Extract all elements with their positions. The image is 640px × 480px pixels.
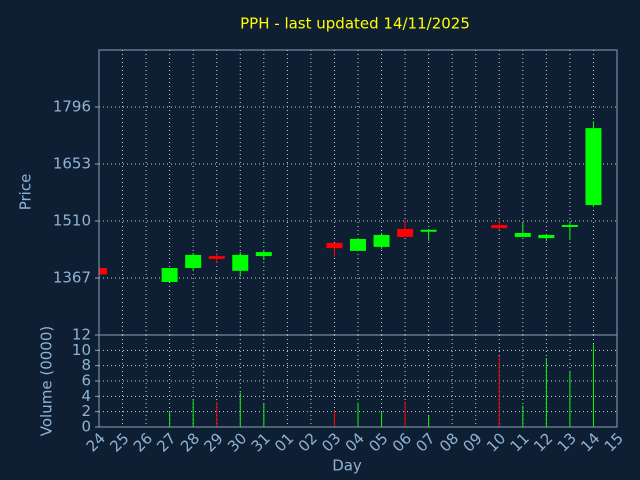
candle-body	[326, 242, 343, 249]
y-axis-label: Price	[17, 174, 35, 211]
x-tick-label: 26	[130, 429, 156, 455]
candle-body	[585, 128, 602, 206]
x-axis-label: Day	[332, 457, 362, 475]
y-tick-label: 2	[81, 402, 91, 420]
candle-body	[185, 254, 202, 269]
candle-body	[561, 224, 578, 227]
x-tick-label: 29	[201, 429, 227, 455]
chart-title: PPH - last updated 14/11/2025	[240, 15, 470, 33]
candle-body	[491, 224, 508, 229]
x-tick-label: 07	[412, 429, 438, 455]
volume-frame	[98, 334, 618, 428]
candle-body	[208, 256, 225, 259]
x-tick-label: 01	[271, 429, 297, 455]
candle-body	[161, 268, 178, 282]
x-tick-label: 25	[106, 429, 132, 455]
candle-body	[255, 252, 272, 257]
x-tick-label: 06	[389, 429, 415, 455]
axes: 1367151016531796024681012242526272829303…	[53, 98, 627, 456]
x-tick-label: 05	[365, 429, 391, 455]
volume-plot	[99, 335, 617, 427]
x-tick-label: 12	[530, 429, 556, 455]
x-tick-label: 27	[153, 429, 179, 455]
y-tick-label: 12	[72, 326, 91, 344]
y-tick-label: 6	[81, 372, 91, 390]
y-tick-label: 1653	[53, 155, 91, 173]
y-tick-label: 4	[81, 387, 91, 405]
candle-body	[373, 234, 390, 247]
x-tick-label: 03	[318, 429, 344, 455]
y-tick-label: 1367	[53, 269, 91, 287]
x-tick-label: 08	[436, 429, 462, 455]
candle-body	[99, 268, 107, 275]
x-tick-label: 15	[601, 429, 627, 455]
y-axis-label: Volume (0000)	[38, 326, 56, 436]
candle-body	[420, 229, 437, 232]
y-tick-label: 0	[81, 418, 91, 436]
y-tick-label: 1510	[53, 212, 91, 230]
x-tick-label: 30	[224, 429, 250, 455]
candle-body	[538, 234, 555, 239]
price-plot	[99, 50, 617, 335]
x-tick-label: 09	[460, 429, 486, 455]
x-tick-label: 04	[342, 429, 368, 455]
candle-body	[232, 254, 249, 271]
x-tick-label: 10	[483, 429, 509, 455]
candle-body	[397, 228, 414, 237]
y-tick-label: 1796	[53, 98, 91, 116]
y-tick-label: 8	[81, 356, 91, 374]
y-tick-label: 10	[72, 341, 91, 359]
price-frame	[98, 49, 618, 336]
x-tick-label: 02	[295, 429, 321, 455]
candle-body	[350, 238, 366, 251]
x-tick-label: 13	[554, 429, 580, 455]
x-tick-label: 11	[507, 429, 533, 455]
candle-body	[514, 232, 531, 237]
x-tick-label: 14	[577, 429, 603, 455]
x-tick-label: 28	[177, 429, 203, 455]
x-tick-label: 31	[248, 429, 274, 455]
